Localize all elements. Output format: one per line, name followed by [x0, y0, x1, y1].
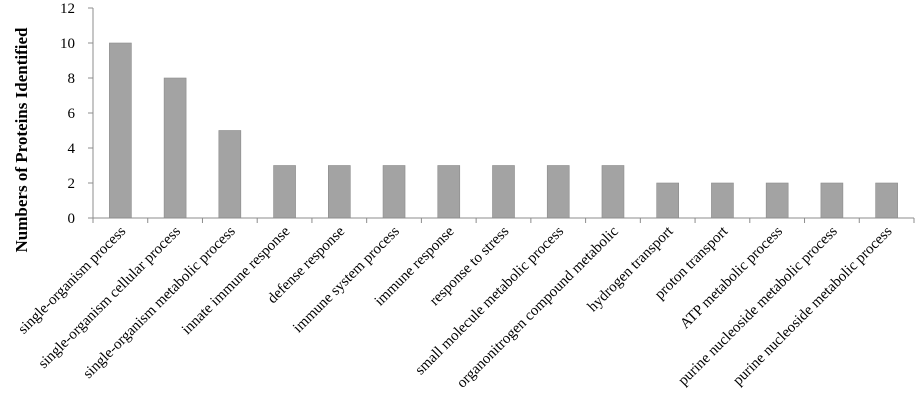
x-axis [92, 217, 915, 223]
y-tick-label: 10 [60, 36, 75, 52]
bar [109, 42, 132, 219]
bar [163, 77, 187, 219]
x-tick-label: ATP metabolic process [677, 223, 786, 332]
y-tick-label: 0 [68, 211, 76, 227]
y-tick-label: 2 [68, 176, 76, 192]
bars [109, 42, 898, 219]
bar [437, 165, 461, 219]
bar [546, 165, 570, 219]
bar [601, 165, 625, 219]
y-axis-label: Numbers of Proteins Identified [12, 27, 31, 252]
y-tick-label: 6 [68, 106, 76, 122]
x-tick-label: innate immune response [179, 223, 294, 338]
bar [218, 130, 242, 219]
y-axis: 0 2 4 6 8 10 12 [60, 1, 94, 227]
y-tick-label: 12 [60, 1, 75, 17]
bar [820, 182, 844, 219]
bar [656, 182, 680, 219]
bar [765, 182, 789, 219]
y-tick-label: 8 [68, 71, 76, 87]
bar [711, 182, 734, 219]
bar [327, 165, 351, 219]
y-tick-label: 4 [68, 141, 76, 157]
x-tick-label: single-organism process [15, 223, 129, 337]
bar [273, 165, 296, 219]
bar [492, 165, 515, 219]
x-tick-label: immune system process [290, 223, 403, 336]
bar [875, 182, 898, 219]
bar [382, 165, 406, 219]
